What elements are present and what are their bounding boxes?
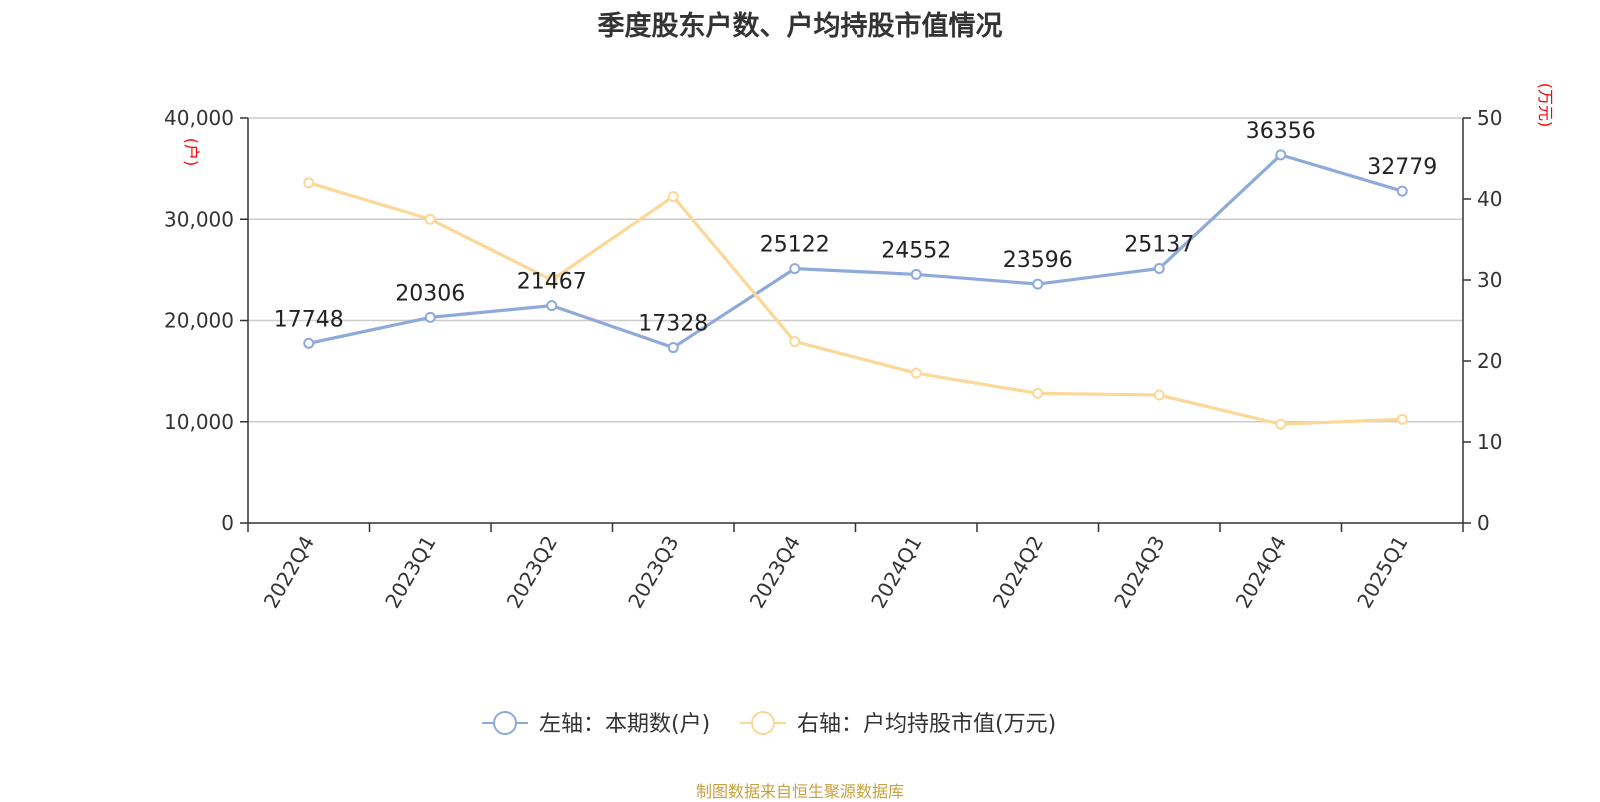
data-point-left (910, 268, 922, 280)
right-axis-tick-label: 40 (1477, 187, 1502, 211)
axes: 0 10,000 20,000 30,000 40,000 0 10 20 30 40 50 (户) (… (164, 83, 1555, 612)
right-axis-tick-label: 30 (1477, 268, 1502, 292)
left-axis-tick-label: 30,000 (164, 207, 234, 231)
data-point-right (546, 274, 558, 286)
data-point-right (1032, 387, 1044, 399)
data-label: 24552 (881, 238, 951, 263)
series-line-right (308, 181, 1403, 426)
data-point-left (789, 263, 801, 275)
data-label: 17328 (638, 312, 708, 337)
data-label: 17748 (274, 307, 344, 332)
left-axis-tick-label: 0 (221, 511, 234, 535)
right-axis-tick-label: 20 (1477, 349, 1502, 373)
left-axis-tick-label: 40,000 (164, 106, 234, 130)
legend-label: 左轴：本期数(户) (539, 712, 710, 737)
data-label: 32779 (1367, 155, 1437, 180)
left-axis-unit-label: (户) (182, 138, 201, 167)
legend-label: 右轴：户均持股市值(万元) (797, 712, 1056, 737)
data-point-left (546, 300, 558, 312)
data-label: 20306 (395, 281, 465, 306)
data-point-right (1153, 389, 1165, 401)
legend-circle-icon (493, 711, 517, 735)
right-axis-tick-label: 0 (1477, 511, 1490, 535)
data-point-left (424, 311, 436, 323)
data-point-left (1032, 278, 1044, 290)
legend[interactable]: 左轴：本期数(户) 右轴：户均持股市值(万元) (482, 711, 1056, 737)
x-axis-tick-label: 2023Q1 (380, 532, 440, 613)
legend-item-right[interactable]: 右轴：户均持股市值(万元) (740, 711, 1056, 737)
x-axis-tick-label: 2023Q4 (745, 532, 805, 613)
x-axis-tick-label: 2022Q4 (259, 532, 319, 613)
right-axis-tick-label: 50 (1477, 106, 1502, 130)
x-axis-tick-label: 2024Q2 (988, 532, 1048, 613)
data-point-right (1396, 413, 1408, 425)
x-axis-tick-label: 2024Q3 (1109, 532, 1169, 613)
data-labels: 17748 20306 21467 17328 25122 24552 23596 25137… (274, 119, 1438, 337)
data-point-right (424, 213, 436, 225)
data-label: 36356 (1246, 119, 1316, 144)
data-point-right (789, 336, 801, 348)
data-point-left (303, 337, 315, 349)
right-axis-unit-label: (万元) (1536, 83, 1555, 128)
x-axis-tick-label: 2023Q2 (502, 532, 562, 613)
x-axis-tick-label: 2024Q1 (866, 532, 926, 613)
grid-lines (248, 117, 1463, 423)
data-point-left (1153, 262, 1165, 274)
legend-circle-icon (751, 711, 775, 735)
right-axis-tick-label: 10 (1477, 430, 1502, 454)
left-axis-tick-label: 10,000 (164, 410, 234, 434)
chart-title: 季度股东户数、户均持股市值情况 (597, 11, 1003, 42)
x-axis-tick-label: 2023Q3 (623, 532, 683, 613)
legend-item-left[interactable]: 左轴：本期数(户) (482, 711, 710, 737)
data-point-right (303, 177, 315, 189)
data-point-left (1396, 185, 1408, 197)
x-axis-tick-label: 2025Q1 (1352, 532, 1412, 613)
source-note: 制图数据来自恒生聚源数据库 (695, 782, 904, 801)
data-point-left (1275, 149, 1287, 161)
data-label: 25137 (1124, 232, 1194, 257)
data-point-right (910, 367, 922, 379)
x-axis-tick-label: 2024Q4 (1231, 532, 1291, 613)
data-point-left (667, 342, 679, 354)
series-line-left (308, 153, 1403, 350)
data-label: 25122 (760, 233, 830, 258)
data-point-right (1275, 418, 1287, 430)
data-label: 23596 (1003, 248, 1073, 273)
data-point-right (667, 191, 679, 203)
data-label: 21467 (517, 270, 587, 295)
series-lines (303, 149, 1408, 430)
left-axis-tick-label: 20,000 (164, 309, 234, 333)
